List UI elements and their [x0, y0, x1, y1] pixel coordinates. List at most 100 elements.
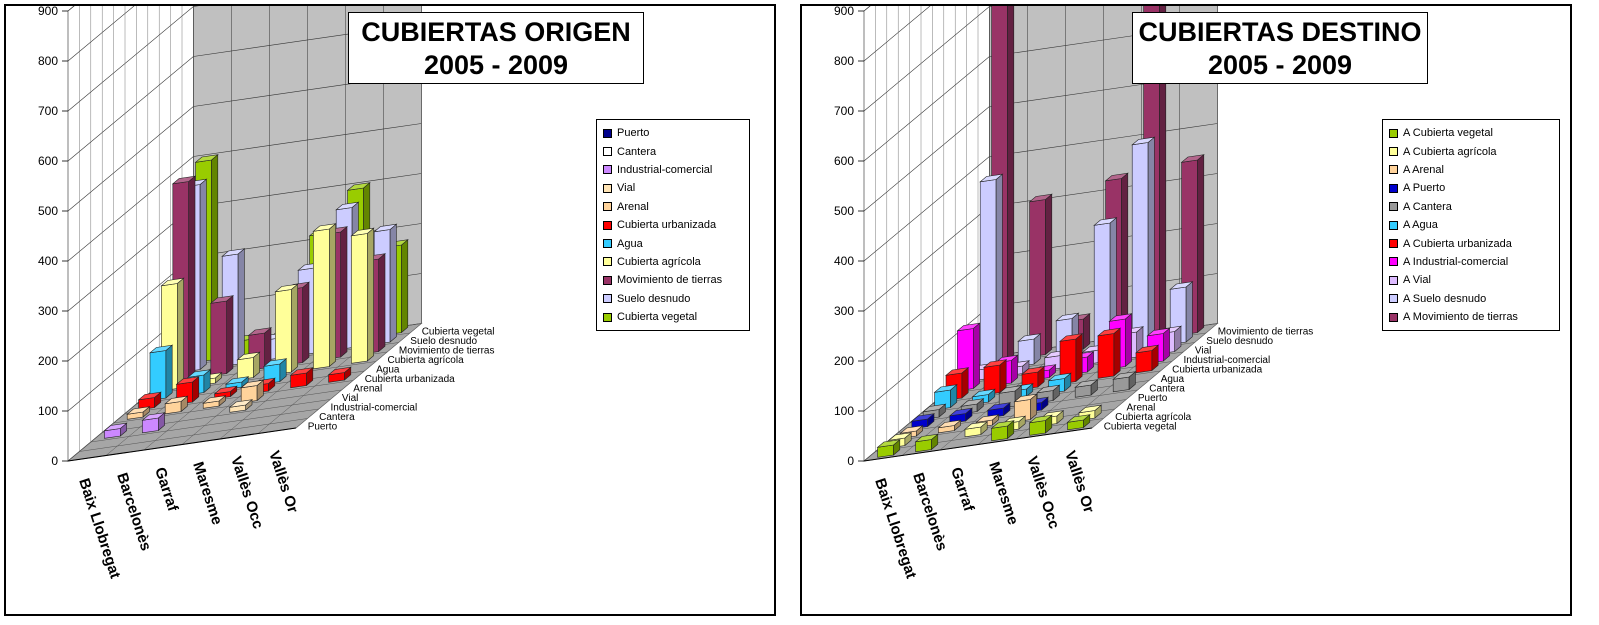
depth-label: Agua: [1161, 374, 1185, 385]
bar-chart-3d-destino: 0 100 200 300 400 500 600 700 800 900 Baix Llobreg…: [834, 6, 1314, 581]
chart-subtitle: 2005 - 2009: [423, 50, 569, 80]
category-label: Barcelonès: [113, 471, 154, 553]
legend-label: A Cubierta urbanizada: [1403, 237, 1512, 250]
legend-swatch: [1389, 128, 1398, 138]
category-label: Garraf: [947, 465, 977, 514]
bar: [1021, 366, 1046, 390]
legend-label: A Movimiento de tierras: [1403, 311, 1518, 324]
y-tick-label: 300: [834, 304, 854, 318]
depth-label: Cubierta vegetal: [422, 326, 495, 337]
depth-label: Industrial-comercial: [1184, 355, 1271, 366]
category-label: Vallès Or: [265, 449, 301, 515]
bar: [1028, 414, 1053, 436]
bar: [1074, 379, 1099, 398]
chart-title-box-destino: CUBIERTAS DESTINO 2005 - 2009: [1132, 12, 1428, 84]
depth-label: Cubierta agrícola: [1115, 412, 1192, 423]
bar: [1059, 333, 1084, 385]
legend-item: A Puerto: [1389, 179, 1553, 197]
y-tick-label: 100: [38, 404, 58, 418]
bar: [149, 344, 174, 401]
legend-label: A Suelo desnudo: [1403, 292, 1487, 305]
y-tick-label: 800: [38, 54, 58, 68]
legend-label: Movimiento de tierras: [617, 274, 723, 287]
legend-swatch: [603, 294, 612, 304]
bar: [983, 359, 1008, 396]
depth-label: Vial: [1195, 345, 1212, 356]
legend-item: Cubierta agrícola: [603, 253, 743, 271]
legend-label: A Arenal: [1403, 163, 1444, 176]
depth-label: Cubierta vegetal: [1104, 421, 1177, 432]
legend-label: Cubierta agrícola: [617, 255, 701, 268]
legend-item: Arenal: [603, 198, 743, 216]
depth-label: Cubierta urbanizada: [1172, 364, 1262, 375]
bar: [327, 366, 352, 383]
y-tick-label: 400: [38, 254, 58, 268]
depth-label: Puerto: [308, 421, 338, 432]
legend-swatch: [603, 239, 612, 249]
depth-label: Arenal: [1127, 402, 1156, 413]
depth-label: Movimiento de tierras: [1218, 326, 1314, 337]
legend-label: Arenal: [617, 200, 649, 213]
legend-label: Vial: [617, 182, 636, 195]
legend-item: A Cubierta agrícola: [1389, 142, 1553, 160]
bar: [990, 420, 1015, 442]
bar: [876, 439, 901, 458]
bar: [933, 384, 958, 411]
chart-subtitle: 2005 - 2009: [1207, 50, 1353, 80]
legend-item: A Suelo desnudo: [1389, 290, 1553, 308]
chart-panel-destino: 0 100 200 300 400 500 600 700 800 900 Baix Llobreg…: [800, 4, 1572, 616]
legend-label: A Industrial-comercial: [1403, 255, 1509, 268]
bar: [937, 419, 962, 434]
y-tick-label: 500: [834, 204, 854, 218]
legend-swatch: [1389, 165, 1398, 175]
depth-label: Puerto: [1138, 393, 1168, 404]
bar: [274, 283, 299, 375]
y-tick-label: 0: [51, 454, 58, 468]
legend-label: A Cantera: [1403, 200, 1452, 213]
legend-swatch: [603, 165, 612, 175]
legend-item: A Industrial-comercial: [1389, 253, 1553, 271]
depth-label: Cantera: [319, 412, 355, 423]
bar: [1017, 333, 1042, 367]
legend-label: Cantera: [617, 145, 657, 158]
depth-label: Movimiento de tierras: [399, 345, 495, 356]
legend-label: A Cubierta vegetal: [1403, 127, 1493, 140]
legend-swatch: [1389, 183, 1398, 193]
bar: [1097, 327, 1122, 379]
bar: [948, 407, 973, 424]
bar: [240, 379, 265, 404]
legend-swatch: [603, 257, 612, 267]
depth-label: Cantera: [1149, 383, 1185, 394]
legend-label: A Puerto: [1403, 182, 1446, 195]
legend-swatch: [1389, 275, 1398, 285]
legend-swatch: [1389, 294, 1398, 304]
legend-swatch: [603, 312, 612, 322]
bar: [228, 399, 253, 413]
depth-label: Suelo desnudo: [410, 336, 477, 347]
bar: [289, 367, 314, 389]
depth-label: Vial: [342, 393, 359, 404]
category-label: Barcelonès: [909, 471, 950, 553]
y-tick-label: 200: [834, 354, 854, 368]
category-label: Maresme: [985, 460, 1021, 527]
bar: [312, 223, 337, 370]
legend-label: A Vial: [1403, 274, 1431, 287]
depth-label: Agua: [376, 364, 400, 375]
y-tick-label: 600: [834, 154, 854, 168]
y-tick-label: 700: [834, 104, 854, 118]
legend-item: Cubierta vegetal: [603, 308, 743, 326]
bar: [126, 406, 151, 420]
depth-label: Cubierta agrícola: [388, 355, 465, 366]
bar: [236, 351, 261, 381]
y-tick-label: 900: [834, 6, 854, 18]
bar: [1131, 136, 1156, 351]
bar-chart-3d-origen: 0 100 200 300 400 500 600 700 800 900 Baix Llobreg…: [38, 6, 495, 581]
bar: [137, 391, 162, 411]
bar: [1013, 393, 1038, 423]
legend-swatch: [603, 275, 612, 285]
bar: [350, 227, 375, 364]
bars: [876, 6, 1205, 458]
legend-label: Cubierta urbanizada: [617, 219, 717, 232]
bar: [910, 413, 935, 430]
legend-item: Cantera: [603, 142, 743, 160]
